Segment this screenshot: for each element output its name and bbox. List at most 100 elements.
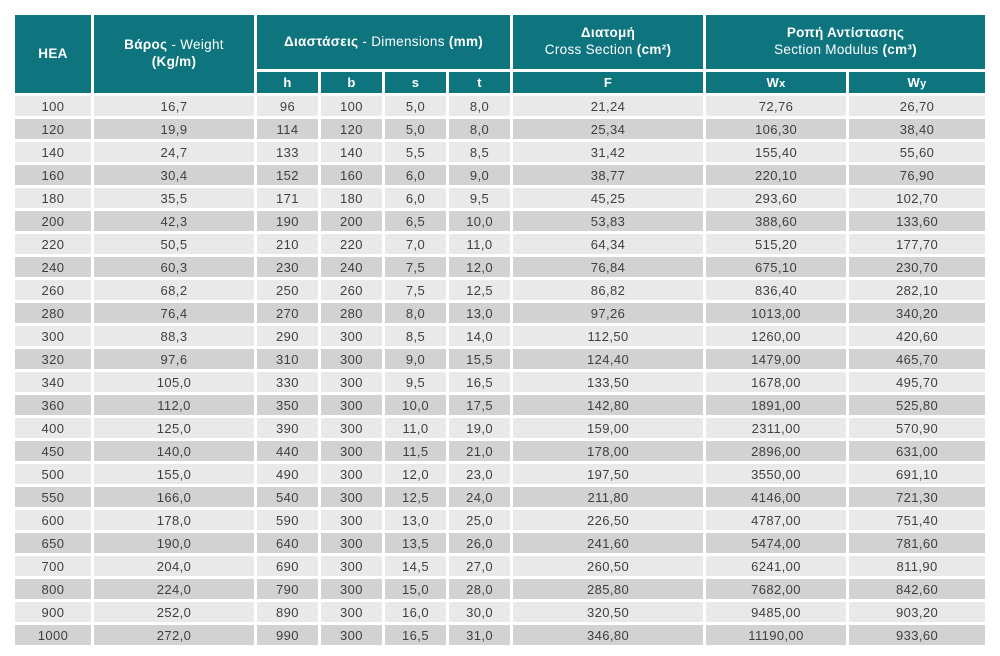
- cell-weight: 97,6: [94, 349, 254, 369]
- cell-t: 11,0: [449, 234, 511, 254]
- cell-hea: 280: [15, 303, 91, 323]
- cell-wx: 6241,00: [706, 556, 847, 576]
- cell-s: 16,5: [385, 625, 446, 645]
- cell-s: 5,0: [385, 119, 446, 139]
- sub-header-b: b: [321, 72, 382, 93]
- cell-weight: 88,3: [94, 326, 254, 346]
- sub-header-f: F: [513, 72, 704, 93]
- table-header: HEA Βάρος - Weight (Kg/m) Διαστάσεις - D…: [15, 15, 986, 93]
- sub-header-s: s: [385, 72, 446, 93]
- cell-b: 300: [321, 349, 382, 369]
- cell-t: 24,0: [449, 487, 511, 507]
- cell-t: 31,0: [449, 625, 511, 645]
- cell-b: 140: [321, 142, 382, 162]
- table-row: 600 178,0 590 300 13,0 25,0 226,50 4787,…: [15, 510, 986, 530]
- cell-f: 346,80: [513, 625, 704, 645]
- cell-weight: 68,2: [94, 280, 254, 300]
- table-row: 120 19,9 114 120 5,0 8,0 25,34 106,30 38…: [15, 119, 986, 139]
- cell-f: 159,00: [513, 418, 704, 438]
- cell-s: 12,0: [385, 464, 446, 484]
- table-row: 180 35,5 171 180 6,0 9,5 45,25 293,60 10…: [15, 188, 986, 208]
- cell-b: 260: [321, 280, 382, 300]
- cell-h: 230: [257, 257, 318, 277]
- cell-wy: 133,60: [849, 211, 986, 231]
- cell-t: 26,0: [449, 533, 511, 553]
- cell-s: 11,0: [385, 418, 446, 438]
- cell-weight: 76,4: [94, 303, 254, 323]
- cell-b: 300: [321, 579, 382, 599]
- cell-weight: 190,0: [94, 533, 254, 553]
- cell-wy: 340,20: [849, 303, 986, 323]
- cell-t: 25,0: [449, 510, 511, 530]
- cell-b: 220: [321, 234, 382, 254]
- cell-weight: 224,0: [94, 579, 254, 599]
- cell-t: 12,5: [449, 280, 511, 300]
- cell-hea: 340: [15, 372, 91, 392]
- cell-s: 12,5: [385, 487, 446, 507]
- cell-h: 990: [257, 625, 318, 645]
- cell-wx: 155,40: [706, 142, 847, 162]
- cell-h: 171: [257, 188, 318, 208]
- modulus-greek: Ροπή Αντίστασης: [786, 25, 905, 41]
- cell-f: 124,40: [513, 349, 704, 369]
- cell-wx: 293,60: [706, 188, 847, 208]
- cell-f: 285,80: [513, 579, 704, 599]
- cell-hea: 260: [15, 280, 91, 300]
- table-row: 500 155,0 490 300 12,0 23,0 197,50 3550,…: [15, 464, 986, 484]
- cell-hea: 360: [15, 395, 91, 415]
- cell-b: 300: [321, 533, 382, 553]
- table-row: 220 50,5 210 220 7,0 11,0 64,34 515,20 1…: [15, 234, 986, 254]
- cell-weight: 30,4: [94, 165, 254, 185]
- cell-h: 350: [257, 395, 318, 415]
- cell-b: 120: [321, 119, 382, 139]
- cell-b: 300: [321, 464, 382, 484]
- cell-b: 300: [321, 487, 382, 507]
- cell-hea: 220: [15, 234, 91, 254]
- cell-h: 152: [257, 165, 318, 185]
- cell-wx: 11190,00: [706, 625, 847, 645]
- cell-t: 23,0: [449, 464, 511, 484]
- cell-wx: 2896,00: [706, 441, 847, 461]
- cell-wy: 842,60: [849, 579, 986, 599]
- cell-weight: 105,0: [94, 372, 254, 392]
- cell-f: 64,34: [513, 234, 704, 254]
- cell-weight: 166,0: [94, 487, 254, 507]
- cell-weight: 272,0: [94, 625, 254, 645]
- cell-weight: 204,0: [94, 556, 254, 576]
- cell-h: 210: [257, 234, 318, 254]
- cell-h: 540: [257, 487, 318, 507]
- table-row: 280 76,4 270 280 8,0 13,0 97,26 1013,00 …: [15, 303, 986, 323]
- cell-wy: 76,90: [849, 165, 986, 185]
- sub-header-wy: Wy: [849, 72, 986, 93]
- cell-wx: 1013,00: [706, 303, 847, 323]
- table-row: 140 24,7 133 140 5,5 8,5 31,42 155,40 55…: [15, 142, 986, 162]
- cell-h: 250: [257, 280, 318, 300]
- table-row: 800 224,0 790 300 15,0 28,0 285,80 7682,…: [15, 579, 986, 599]
- cell-s: 7,5: [385, 257, 446, 277]
- cell-t: 30,0: [449, 602, 511, 622]
- cell-wx: 1891,00: [706, 395, 847, 415]
- cell-wx: 106,30: [706, 119, 847, 139]
- cell-f: 211,80: [513, 487, 704, 507]
- cell-h: 790: [257, 579, 318, 599]
- cell-t: 16,5: [449, 372, 511, 392]
- sub-header-row: h b s t F Wx Wy: [15, 72, 986, 93]
- cell-h: 490: [257, 464, 318, 484]
- cell-t: 15,5: [449, 349, 511, 369]
- cell-t: 12,0: [449, 257, 511, 277]
- cell-wx: 9485,00: [706, 602, 847, 622]
- cell-wx: 836,40: [706, 280, 847, 300]
- cell-wy: 631,00: [849, 441, 986, 461]
- cell-s: 10,0: [385, 395, 446, 415]
- cell-weight: 50,5: [94, 234, 254, 254]
- cell-wy: 495,70: [849, 372, 986, 392]
- cell-wy: 721,30: [849, 487, 986, 507]
- cell-f: 53,83: [513, 211, 704, 231]
- col-header-weight: Βάρος - Weight (Kg/m): [94, 15, 254, 93]
- cell-s: 6,5: [385, 211, 446, 231]
- cell-wy: 420,60: [849, 326, 986, 346]
- cell-s: 16,0: [385, 602, 446, 622]
- cell-hea: 600: [15, 510, 91, 530]
- cell-weight: 19,9: [94, 119, 254, 139]
- cell-b: 300: [321, 441, 382, 461]
